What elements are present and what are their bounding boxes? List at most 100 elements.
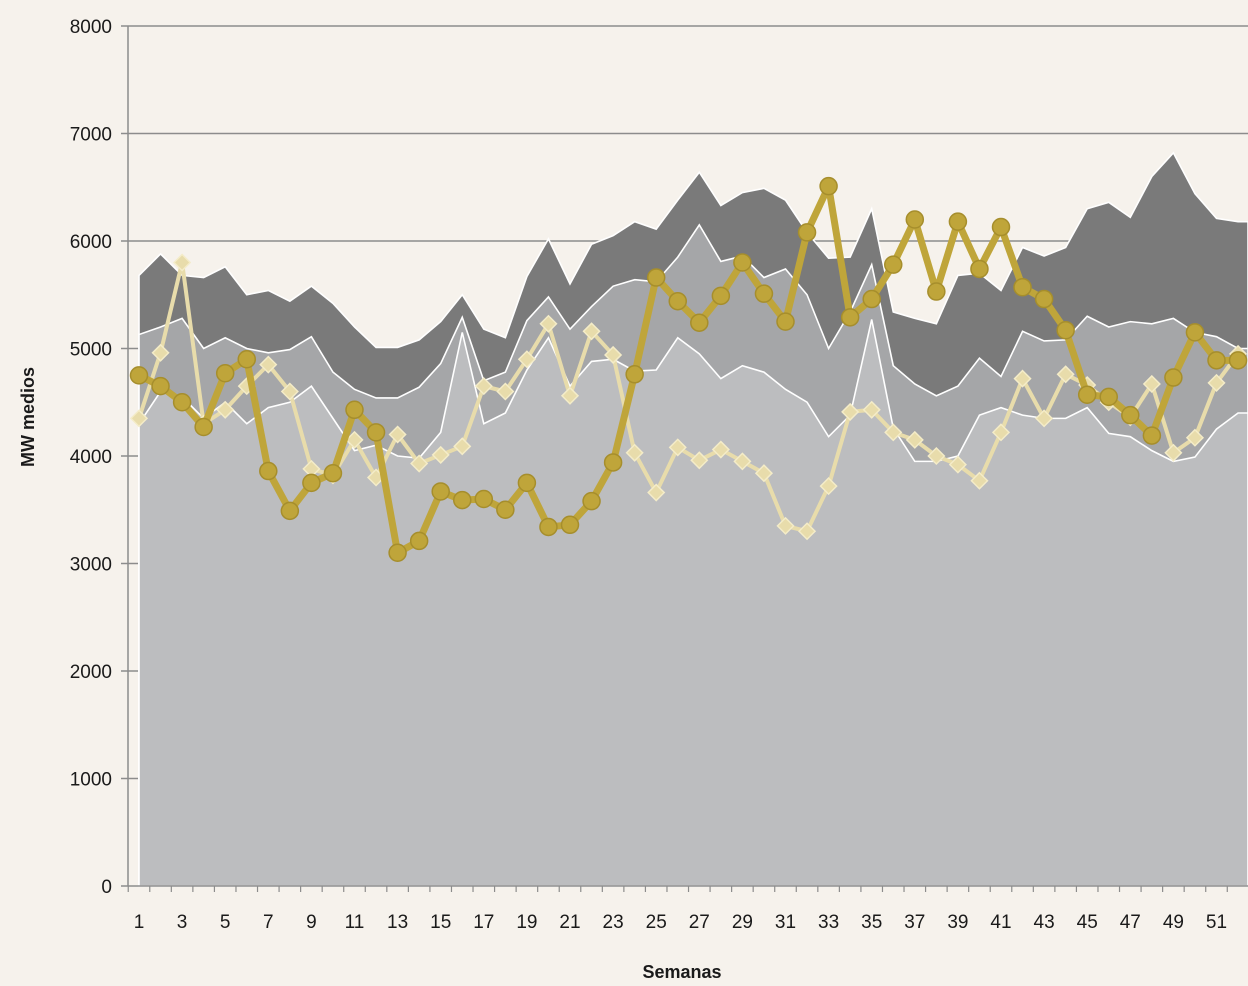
data-point: [690, 451, 709, 470]
data-point: [1077, 385, 1097, 404]
data-point: [625, 365, 644, 384]
data-point: [388, 425, 407, 444]
x-tick-label: 39: [947, 912, 968, 933]
data-point: [711, 440, 730, 459]
y-tick-label: 0: [101, 877, 112, 898]
data-point: [259, 355, 278, 374]
data-point: [819, 477, 838, 496]
data-point: [884, 255, 903, 274]
y-tick-label: 8000: [70, 17, 112, 38]
data-point: [1228, 351, 1248, 370]
data-point: [1207, 351, 1226, 370]
y-tick-labels: 0 1000 2000 3000 4000 5000 6000 7000 8000: [70, 17, 112, 898]
data-point: [970, 259, 989, 279]
line-series: [129, 176, 1248, 562]
data-point: [409, 531, 429, 551]
data-point: [1013, 277, 1032, 297]
data-point: [215, 363, 235, 383]
x-tick-label: 23: [603, 912, 624, 933]
data-point: [539, 517, 558, 537]
data-point: [754, 464, 774, 483]
data-point: [302, 473, 321, 493]
x-tick-label: 51: [1206, 912, 1227, 933]
data-point: [1056, 365, 1075, 384]
data-point: [129, 409, 149, 428]
data-point: [496, 382, 515, 401]
data-point: [733, 253, 752, 272]
data-point: [862, 400, 881, 419]
x-tick-label: 47: [1120, 912, 1141, 933]
data-point: [1142, 426, 1162, 445]
data-point: [1185, 428, 1205, 447]
data-point: [776, 312, 795, 331]
data-point: [453, 437, 472, 456]
data-point: [582, 322, 601, 341]
data-point: [1099, 387, 1118, 407]
x-tick-label: 33: [818, 912, 839, 933]
data-point: [453, 490, 472, 510]
data-point: [884, 423, 903, 442]
data-point: [819, 176, 838, 196]
data-point: [129, 366, 149, 385]
data-point: [194, 417, 213, 437]
x-tick-label: 3: [177, 912, 188, 933]
x-tick-label: 37: [904, 912, 925, 933]
data-point: [1164, 368, 1183, 387]
data-point: [259, 461, 278, 481]
x-tick-label: 35: [861, 912, 882, 933]
data-point: [582, 491, 601, 511]
y-tick-label: 4000: [70, 447, 112, 468]
x-tick-label: 13: [387, 912, 408, 933]
data-point: [173, 253, 192, 272]
y-tick-label: 6000: [70, 232, 112, 253]
x-tick-label: 7: [263, 912, 274, 933]
data-point: [323, 463, 343, 483]
data-point: [216, 400, 235, 419]
data-point: [280, 382, 299, 401]
data-point: [345, 400, 364, 420]
x-tick-label: 19: [516, 912, 537, 933]
data-point: [366, 423, 386, 442]
x-tick-label: 15: [430, 912, 451, 933]
y-tick-label: 2000: [70, 662, 112, 683]
x-tick-label: 43: [1034, 912, 1055, 933]
data-point: [991, 217, 1011, 237]
data-point: [840, 308, 860, 327]
data-point: [151, 343, 170, 362]
data-point: [474, 377, 493, 396]
x-tick-label: 9: [306, 912, 317, 933]
data-point: [1164, 443, 1183, 462]
data-point: [151, 376, 170, 396]
data-point: [237, 350, 256, 369]
data-point: [927, 446, 946, 466]
data-point: [948, 212, 968, 231]
line-series-2: [137, 182, 1239, 557]
data-point: [711, 286, 731, 306]
axes: [121, 25, 1248, 892]
x-tick-label: 31: [775, 912, 796, 933]
data-point: [905, 210, 925, 229]
data-point: [517, 350, 536, 369]
data-point: [927, 282, 946, 301]
data-point: [280, 501, 300, 521]
data-point: [474, 489, 494, 509]
x-tick-labels: 1 3 5 7 9 11 13 15 17 19 21 23 25 27 29 31 33 35 37 39 41 43 4…: [134, 912, 1227, 933]
x-tick-label: 1: [134, 912, 145, 933]
data-point: [410, 454, 429, 473]
data-point: [345, 430, 364, 449]
data-point: [797, 223, 817, 242]
area-series: [138, 151, 1248, 887]
data-point: [905, 430, 924, 449]
data-point: [646, 268, 666, 287]
data-point: [1056, 320, 1075, 340]
data-point: [431, 482, 450, 501]
data-point: [754, 284, 774, 303]
data-point: [1035, 409, 1054, 428]
data-point: [690, 313, 709, 332]
x-tick-label: 5: [220, 912, 231, 933]
data-point: [797, 522, 817, 541]
data-point: [1121, 405, 1140, 425]
y-tick-label: 3000: [70, 555, 112, 576]
data-point: [668, 438, 687, 457]
